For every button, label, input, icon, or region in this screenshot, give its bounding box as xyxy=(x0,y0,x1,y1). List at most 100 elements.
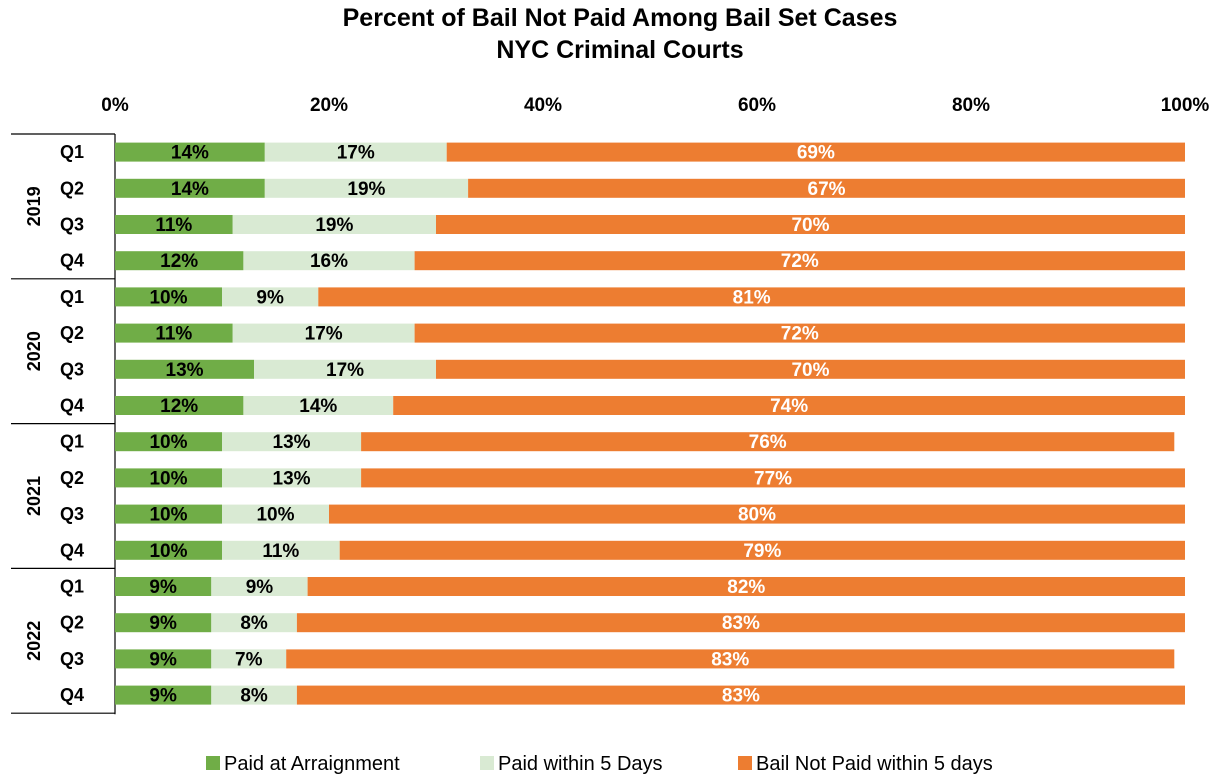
data-label: 13% xyxy=(273,468,311,489)
bar-segment xyxy=(115,251,244,271)
data-label: 17% xyxy=(326,360,364,381)
quarter-label: Q2 xyxy=(60,468,84,488)
bar-segment xyxy=(115,359,255,379)
data-label: 83% xyxy=(711,649,749,670)
bar-segment xyxy=(414,323,1186,343)
bar-segment xyxy=(222,504,329,524)
legend-swatch xyxy=(206,756,220,770)
legend-swatch xyxy=(480,756,494,770)
bar-segment xyxy=(329,504,1185,524)
bar-segment xyxy=(115,613,212,633)
data-label: 14% xyxy=(171,143,209,164)
quarter-label: Q3 xyxy=(60,359,84,379)
bar-segment xyxy=(446,142,1185,162)
bar-segment xyxy=(361,468,1186,488)
bar-segment xyxy=(115,178,265,198)
quarter-label: Q4 xyxy=(60,251,84,271)
data-label: 14% xyxy=(299,396,337,417)
year-group-label: 2021 xyxy=(24,476,44,516)
data-label: 19% xyxy=(347,179,385,200)
data-label: 72% xyxy=(781,324,819,345)
data-label: 82% xyxy=(727,577,765,598)
quarter-label: Q4 xyxy=(60,540,84,560)
x-tick-label: 100% xyxy=(1161,95,1210,116)
data-label: 10% xyxy=(149,505,187,526)
legend-label: Paid within 5 Days xyxy=(498,753,663,775)
data-label: 9% xyxy=(246,577,274,598)
bar-segment xyxy=(115,215,233,234)
quarter-label: Q2 xyxy=(60,323,84,343)
quarter-label: Q3 xyxy=(60,215,84,235)
data-label: 67% xyxy=(808,179,846,200)
bar-segment xyxy=(222,468,362,488)
quarter-label: Q3 xyxy=(60,504,84,524)
data-label: 70% xyxy=(791,215,829,236)
bar-segment xyxy=(393,396,1185,415)
legend-swatch xyxy=(738,756,752,770)
data-label: 11% xyxy=(155,324,192,345)
bar-segment xyxy=(436,215,1185,234)
bar-segment xyxy=(414,251,1186,271)
data-label: 10% xyxy=(149,541,187,562)
bar-segment xyxy=(307,577,1186,596)
bar-segment xyxy=(318,287,1185,307)
bars xyxy=(115,142,1186,705)
category-labels: 2019 Q1 Q2 Q3 Q4 2020 Q1 Q2 Q3 Q4 2021 Q1 Q2 Q3 Q4 2022… xyxy=(24,142,84,705)
data-label: 12% xyxy=(160,396,198,417)
bar-segment xyxy=(115,142,265,162)
data-labels: 14% 17% 69% 14% 19% 67% 11% 19% 70% 12% 16% 72% 10% 9… xyxy=(149,143,845,707)
x-axis-tick-labels: 0% 20% 40% 60% 80% 100% xyxy=(101,95,1209,116)
data-label: 70% xyxy=(791,360,829,381)
bar-segment xyxy=(115,540,222,560)
data-label: 83% xyxy=(722,686,760,707)
data-label: 17% xyxy=(305,324,343,345)
year-group-label: 2020 xyxy=(24,331,44,371)
data-label: 7% xyxy=(235,649,263,670)
bar-segment xyxy=(115,468,222,488)
quarter-label: Q1 xyxy=(60,577,84,597)
x-tick-label: 0% xyxy=(101,95,129,116)
year-group-label: 2019 xyxy=(24,186,44,226)
bar-segment xyxy=(115,287,222,307)
data-label: 9% xyxy=(149,577,177,598)
quarter-label: Q2 xyxy=(60,613,84,633)
data-label: 80% xyxy=(738,505,776,526)
data-label: 17% xyxy=(337,143,375,164)
bar-segment xyxy=(232,215,436,234)
data-label: 72% xyxy=(781,251,819,272)
data-label: 10% xyxy=(256,505,294,526)
data-label: 11% xyxy=(262,541,299,562)
bar-segment xyxy=(468,178,1186,198)
quarter-label: Q4 xyxy=(60,396,84,416)
quarter-label: Q3 xyxy=(60,649,84,669)
bar-segment xyxy=(222,540,340,560)
data-label: 19% xyxy=(315,215,353,236)
bar-segment xyxy=(115,323,233,343)
bar-segment xyxy=(211,685,297,705)
quarter-label: Q1 xyxy=(60,142,84,162)
data-label: 16% xyxy=(310,251,348,272)
data-label: 83% xyxy=(722,613,760,634)
bar-segment xyxy=(296,685,1185,705)
legend-label: Paid at Arraignment xyxy=(224,753,400,775)
bar-segment xyxy=(436,359,1185,379)
x-tick-label: 40% xyxy=(524,95,562,116)
bar-segment xyxy=(232,323,415,343)
x-tick-label: 20% xyxy=(310,95,348,116)
data-label: 9% xyxy=(256,287,284,308)
bar-segment xyxy=(222,287,319,307)
year-group-label: 2022 xyxy=(24,621,44,661)
data-label: 8% xyxy=(240,613,268,634)
bar-segment xyxy=(339,540,1185,560)
bar-segment xyxy=(211,577,308,596)
bar-segment xyxy=(211,649,287,669)
quarter-label: Q1 xyxy=(60,287,84,307)
data-label: 12% xyxy=(160,251,198,272)
bar-segment xyxy=(361,432,1175,452)
data-label: 10% xyxy=(149,287,187,308)
x-tick-label: 60% xyxy=(738,95,776,116)
data-label: 14% xyxy=(171,179,209,200)
chart-title-line1: Percent of Bail Not Paid Among Bail Set … xyxy=(343,4,898,32)
bar-segment xyxy=(286,649,1175,669)
